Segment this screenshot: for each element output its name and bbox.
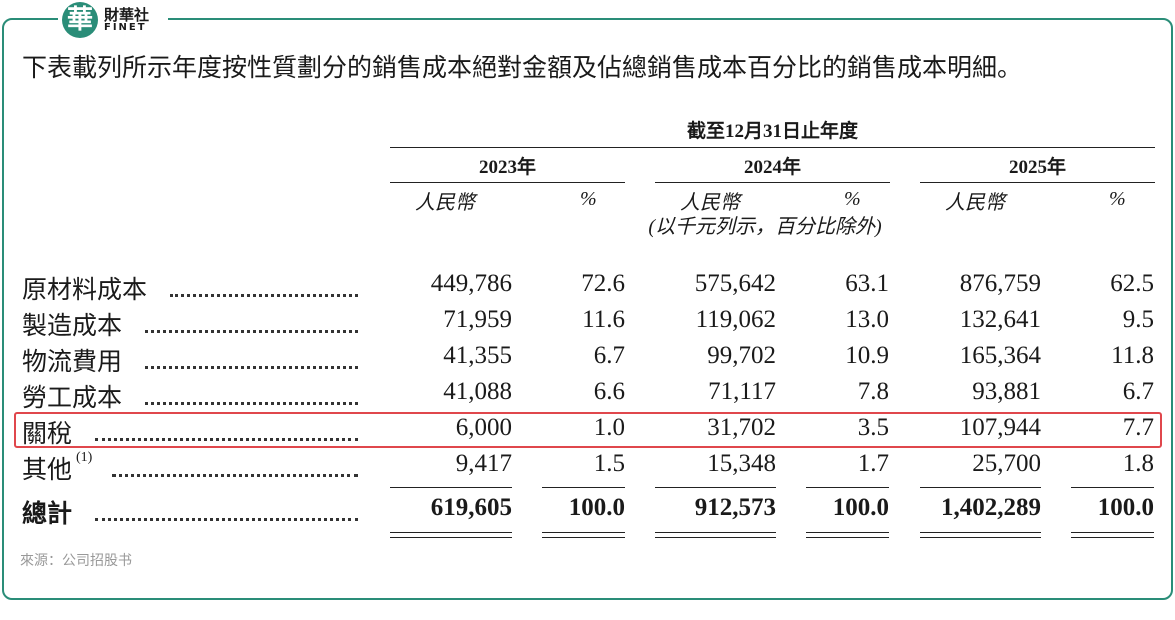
cell: 71,959 xyxy=(443,306,512,333)
cell: 100.0 xyxy=(832,494,889,521)
row-label: 總計 xyxy=(22,501,73,528)
cell: 62.5 xyxy=(1110,270,1154,297)
cell: 1.7 xyxy=(857,450,889,477)
cell: 13.0 xyxy=(845,306,889,333)
cell: 7.8 xyxy=(857,378,889,405)
row-label: 物流費用 xyxy=(22,349,123,376)
cell: 71,117 xyxy=(708,378,776,405)
cell: 119,062 xyxy=(695,306,776,333)
rule xyxy=(542,537,625,538)
cell: 6.7 xyxy=(1122,378,1154,405)
rule xyxy=(920,532,1041,533)
cell: 107,944 xyxy=(959,414,1041,441)
year: 2024年 xyxy=(743,157,801,178)
footnote-mark: (1) xyxy=(76,450,93,465)
cell: 100.0 xyxy=(568,494,625,521)
rule xyxy=(390,487,512,488)
cell: 3.5 xyxy=(857,414,889,441)
cell: 619,605 xyxy=(430,494,512,521)
cell: 6.6 xyxy=(593,378,625,405)
cell: 11.6 xyxy=(582,306,625,333)
row-label: 關稅 xyxy=(22,421,73,448)
rule xyxy=(920,182,1155,183)
leader-dots xyxy=(145,366,358,369)
year: 2025年 xyxy=(1008,157,1066,178)
cell: 25,700 xyxy=(972,450,1041,477)
cell: 1,402,289 xyxy=(941,494,1041,521)
leader-dots xyxy=(170,294,358,297)
rule xyxy=(806,537,889,538)
subheader: % xyxy=(1109,188,1126,210)
rule xyxy=(655,537,776,538)
cell: 41,355 xyxy=(443,342,512,369)
rule xyxy=(390,537,512,538)
cell: 63.1 xyxy=(845,270,889,297)
cell: 72.6 xyxy=(581,270,625,297)
cell: 15,348 xyxy=(707,450,776,477)
cell: 11.8 xyxy=(1111,342,1154,369)
unit-note: (以千元列示，百分比除外) xyxy=(648,216,882,238)
cell: 575,642 xyxy=(694,270,776,297)
rule xyxy=(655,532,776,533)
leader-dots xyxy=(145,330,358,333)
cell: 449,786 xyxy=(430,270,512,297)
logo-mark: 華 xyxy=(62,2,98,38)
rule xyxy=(655,182,890,183)
cell: 7.7 xyxy=(1122,414,1154,441)
rule xyxy=(806,532,889,533)
logo-name: 財華社 xyxy=(104,6,150,24)
cell: 93,881 xyxy=(972,378,1041,405)
highlight-box xyxy=(14,412,1162,448)
cell: 100.0 xyxy=(1097,494,1154,521)
rule xyxy=(390,532,512,533)
rule xyxy=(806,487,889,488)
frame xyxy=(2,18,1173,600)
rule xyxy=(920,487,1041,488)
row-label: 製造成本 xyxy=(22,313,123,340)
cell: 1.8 xyxy=(1122,450,1154,477)
logo-latin: FINET xyxy=(104,22,147,33)
subheader: % xyxy=(580,188,597,210)
cell: 165,364 xyxy=(959,342,1041,369)
rule xyxy=(542,532,625,533)
leader-dots xyxy=(145,402,358,405)
row-label: 其他 xyxy=(22,457,73,484)
rule xyxy=(655,487,776,488)
cell: 1.5 xyxy=(593,450,625,477)
cell: 132,641 xyxy=(959,306,1041,333)
row-label: 勞工成本 xyxy=(22,385,123,412)
subheader: 人民幣 xyxy=(945,192,1005,214)
cell: 41,088 xyxy=(443,378,512,405)
cell: 6.7 xyxy=(593,342,625,369)
source: 來源：公司招股书 xyxy=(20,553,132,569)
rule xyxy=(1071,537,1154,538)
rule xyxy=(390,182,625,183)
year: 2023年 xyxy=(478,157,536,178)
cell: 9.5 xyxy=(1122,306,1154,333)
cell: 876,759 xyxy=(959,270,1041,297)
cell: 6,000 xyxy=(455,414,512,441)
leader-dots xyxy=(95,438,358,441)
rule xyxy=(920,537,1041,538)
subheader: 人民幣 xyxy=(415,192,475,214)
rule xyxy=(1071,487,1154,488)
leader-dots xyxy=(95,518,358,521)
rule xyxy=(542,487,625,488)
row-label: 原材料成本 xyxy=(22,277,148,304)
period: 截至12月31日止年度 xyxy=(686,121,858,142)
leader-dots xyxy=(112,474,358,477)
subheader: % xyxy=(844,188,861,210)
cell: 9,417 xyxy=(455,450,512,477)
cell: 10.9 xyxy=(845,342,889,369)
rule xyxy=(1071,532,1154,533)
subheader: 人民幣 xyxy=(680,192,740,214)
cell: 1.0 xyxy=(593,414,625,441)
cell: 31,702 xyxy=(707,414,776,441)
cell: 99,702 xyxy=(707,342,776,369)
rule xyxy=(390,147,1155,148)
intro: 下表載列所示年度按性質劃分的銷售成本絕對金額及佔總銷售成本百分比的銷售成本明細。 xyxy=(22,55,1023,82)
cell: 912,573 xyxy=(694,494,776,521)
